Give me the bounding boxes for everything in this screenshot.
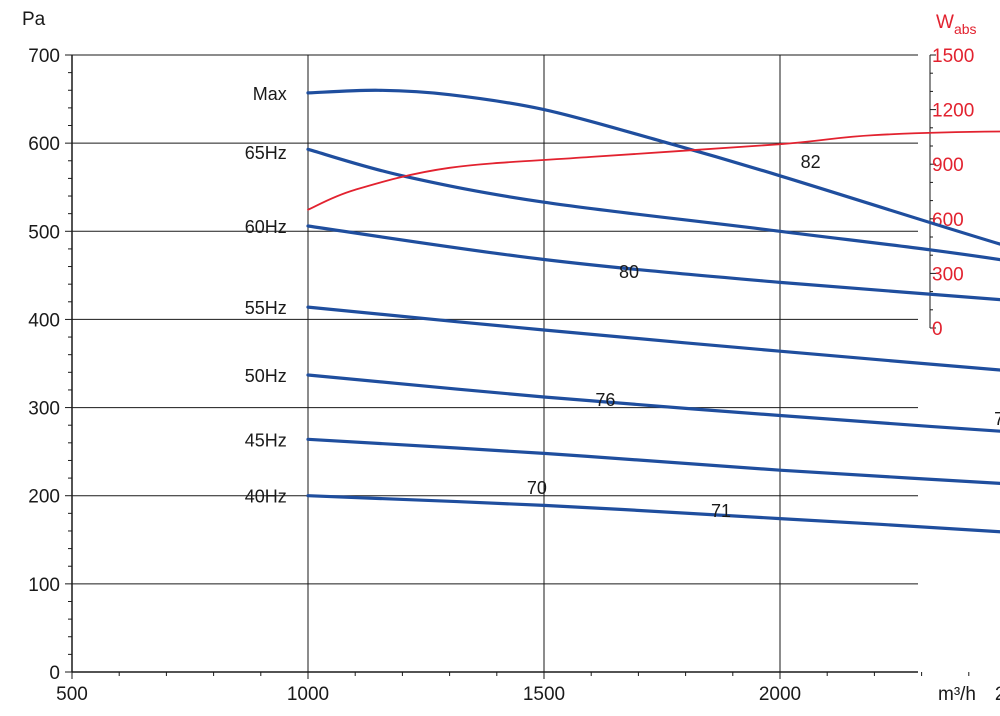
x-tick-label: 1500 xyxy=(523,684,565,705)
y-tick-label: 100 xyxy=(28,575,60,596)
efficiency-label: 76 xyxy=(994,409,1000,429)
y2-tick-label: 0 xyxy=(932,319,943,340)
curve-label-50hz: 50Hz xyxy=(245,366,287,386)
y2-tick-label: 900 xyxy=(932,155,964,176)
efficiency-label: 76 xyxy=(595,390,615,410)
grid-lines xyxy=(72,54,918,672)
y2-tick-label: 1500 xyxy=(932,46,974,67)
y2-axis-label: Wabs xyxy=(936,12,977,37)
efficiency-label: 70 xyxy=(527,478,547,498)
y-tick-label: 500 xyxy=(28,222,60,243)
x-axis-unit-label: m³/h xyxy=(938,684,976,705)
y-tick-label: 300 xyxy=(28,399,60,420)
curve-labels: Max65Hz60Hz55Hz50Hz45Hz40HzMax8280818076… xyxy=(245,84,1000,521)
y-tick-label: 600 xyxy=(28,134,60,155)
curve-label-45hz: 45Hz xyxy=(245,430,287,450)
x-tick-label: 2500 xyxy=(995,684,1000,705)
x-tick-label: 2000 xyxy=(759,684,801,705)
curve-label-55hz: 55Hz xyxy=(245,298,287,318)
x-tick-label: 1000 xyxy=(287,684,329,705)
pressure-curve-60hz xyxy=(306,224,1000,302)
efficiency-label: 71 xyxy=(711,501,731,521)
pressure-curve-50hz xyxy=(306,373,1000,433)
tick-labels: 5001000150020002500300035000100200300400… xyxy=(28,46,1000,705)
curve-label-65hz: 65Hz xyxy=(245,143,287,163)
curve-label-max: Max xyxy=(253,84,287,104)
pressure-curve-max xyxy=(306,88,1000,246)
y-tick-label: 700 xyxy=(28,46,60,67)
y2-axis-label-main: W xyxy=(936,12,954,33)
y2-axis-label-sub: abs xyxy=(954,21,977,37)
y-tick-label: 400 xyxy=(28,310,60,331)
y-axis-label: Pa xyxy=(22,9,46,30)
efficiency-label: 80 xyxy=(619,262,639,282)
y2-tick-label: 300 xyxy=(932,264,964,285)
efficiency-label: 82 xyxy=(801,152,821,172)
curve-label-40hz: 40Hz xyxy=(245,487,287,507)
pressure-curve-45hz xyxy=(306,437,1000,485)
y-tick-label: 0 xyxy=(49,663,60,684)
axes xyxy=(65,54,970,679)
pressure-curve-65hz xyxy=(306,147,1000,262)
pressure-curve-55hz xyxy=(306,305,1000,372)
y2-tick-label: 1200 xyxy=(932,101,974,122)
data-curves xyxy=(306,88,1000,534)
x-tick-label: 500 xyxy=(56,684,88,705)
curve-label-60hz: 60Hz xyxy=(245,217,287,237)
pressure-curve-40hz xyxy=(306,494,1000,534)
y-tick-label: 200 xyxy=(28,487,60,508)
power-curve-max xyxy=(307,130,1000,211)
